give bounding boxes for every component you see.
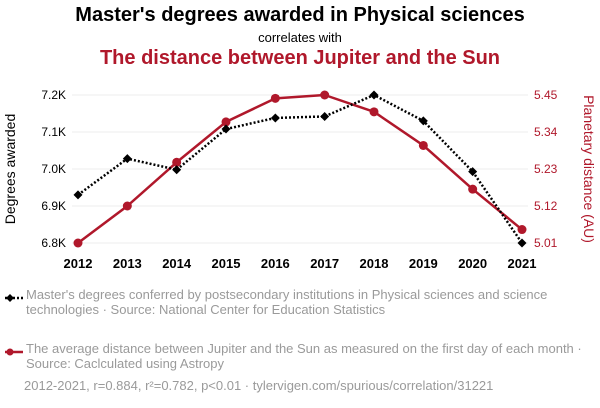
degrees-point xyxy=(73,190,83,200)
x-tick-label: 2013 xyxy=(113,256,142,271)
distance-point xyxy=(418,140,428,150)
right-tick-label: 5.23 xyxy=(534,162,558,176)
chart-subtitle: The distance between Jupiter and the Sun xyxy=(99,47,501,69)
chart-title: Master's degrees awarded in Physical sci… xyxy=(75,4,525,26)
x-tick-label: 2017 xyxy=(310,256,339,271)
series-distance-line xyxy=(77,93,523,245)
legend-key-distance xyxy=(5,348,23,356)
left-tick-label: 6.8K xyxy=(41,236,66,250)
x-tick-label: 2016 xyxy=(261,256,290,271)
right-tick-label: 5.45 xyxy=(534,88,558,102)
distance-point xyxy=(122,201,132,211)
degrees-point xyxy=(320,111,330,121)
legend-text-degrees: Master's degrees conferred by postsecond… xyxy=(26,287,548,317)
degrees-point xyxy=(418,116,428,126)
distance-point xyxy=(270,93,280,103)
x-tick-label: 2019 xyxy=(409,256,438,271)
series-degrees-line xyxy=(77,93,524,244)
distance-point xyxy=(468,184,478,194)
left-tick-label: 7.1K xyxy=(41,125,66,139)
degrees-point xyxy=(517,238,527,248)
x-tick-label: 2018 xyxy=(360,256,389,271)
degrees-point xyxy=(369,90,379,100)
distance-point xyxy=(369,107,379,117)
x-tick-label: 2021 xyxy=(508,256,537,271)
legend-entry-distance: The average distance between Jupiter and… xyxy=(4,341,596,373)
left-axis-label: Degrees awarded xyxy=(2,114,18,225)
left-tick-label: 7.0K xyxy=(41,162,66,176)
left-tick-label: 7.2K xyxy=(41,88,66,102)
distance-point xyxy=(517,225,527,235)
right-tick-label: 5.12 xyxy=(534,199,558,213)
line-chart: 6.8K 6.9K 7.0K 7.1K 7.2K 5.01 5.12 5.23 5.34 5.45… xyxy=(2,88,597,271)
degrees-point xyxy=(270,113,280,123)
right-tick-label: 5.34 xyxy=(534,125,558,139)
degrees-point xyxy=(122,154,132,164)
legend-entry-degrees: Master's degrees conferred by postsecond… xyxy=(4,287,596,335)
legend-key-degrees xyxy=(5,294,23,302)
x-tick-label: 2014 xyxy=(162,256,192,271)
x-tick-label: 2020 xyxy=(458,256,487,271)
left-tick-label: 6.9K xyxy=(41,199,66,213)
correlates-with-text: correlates with xyxy=(258,30,342,45)
x-tick-label: 2012 xyxy=(64,256,93,271)
right-axis-label: Planetary distance (AU) xyxy=(581,95,597,243)
degrees-point xyxy=(468,167,478,177)
legend-text-distance: The average distance between Jupiter and… xyxy=(26,341,582,371)
x-tick-label: 2015 xyxy=(212,256,241,271)
distance-point xyxy=(221,117,231,127)
distance-point xyxy=(320,90,330,100)
distance-point xyxy=(73,238,83,248)
degrees-point xyxy=(172,165,182,175)
right-tick-label: 5.01 xyxy=(534,236,558,250)
distance-point xyxy=(172,157,182,167)
correlation-footer: 2012-2021, r=0.884, r²=0.782, p<0.01 · t… xyxy=(24,378,494,393)
degrees-point xyxy=(221,124,231,134)
